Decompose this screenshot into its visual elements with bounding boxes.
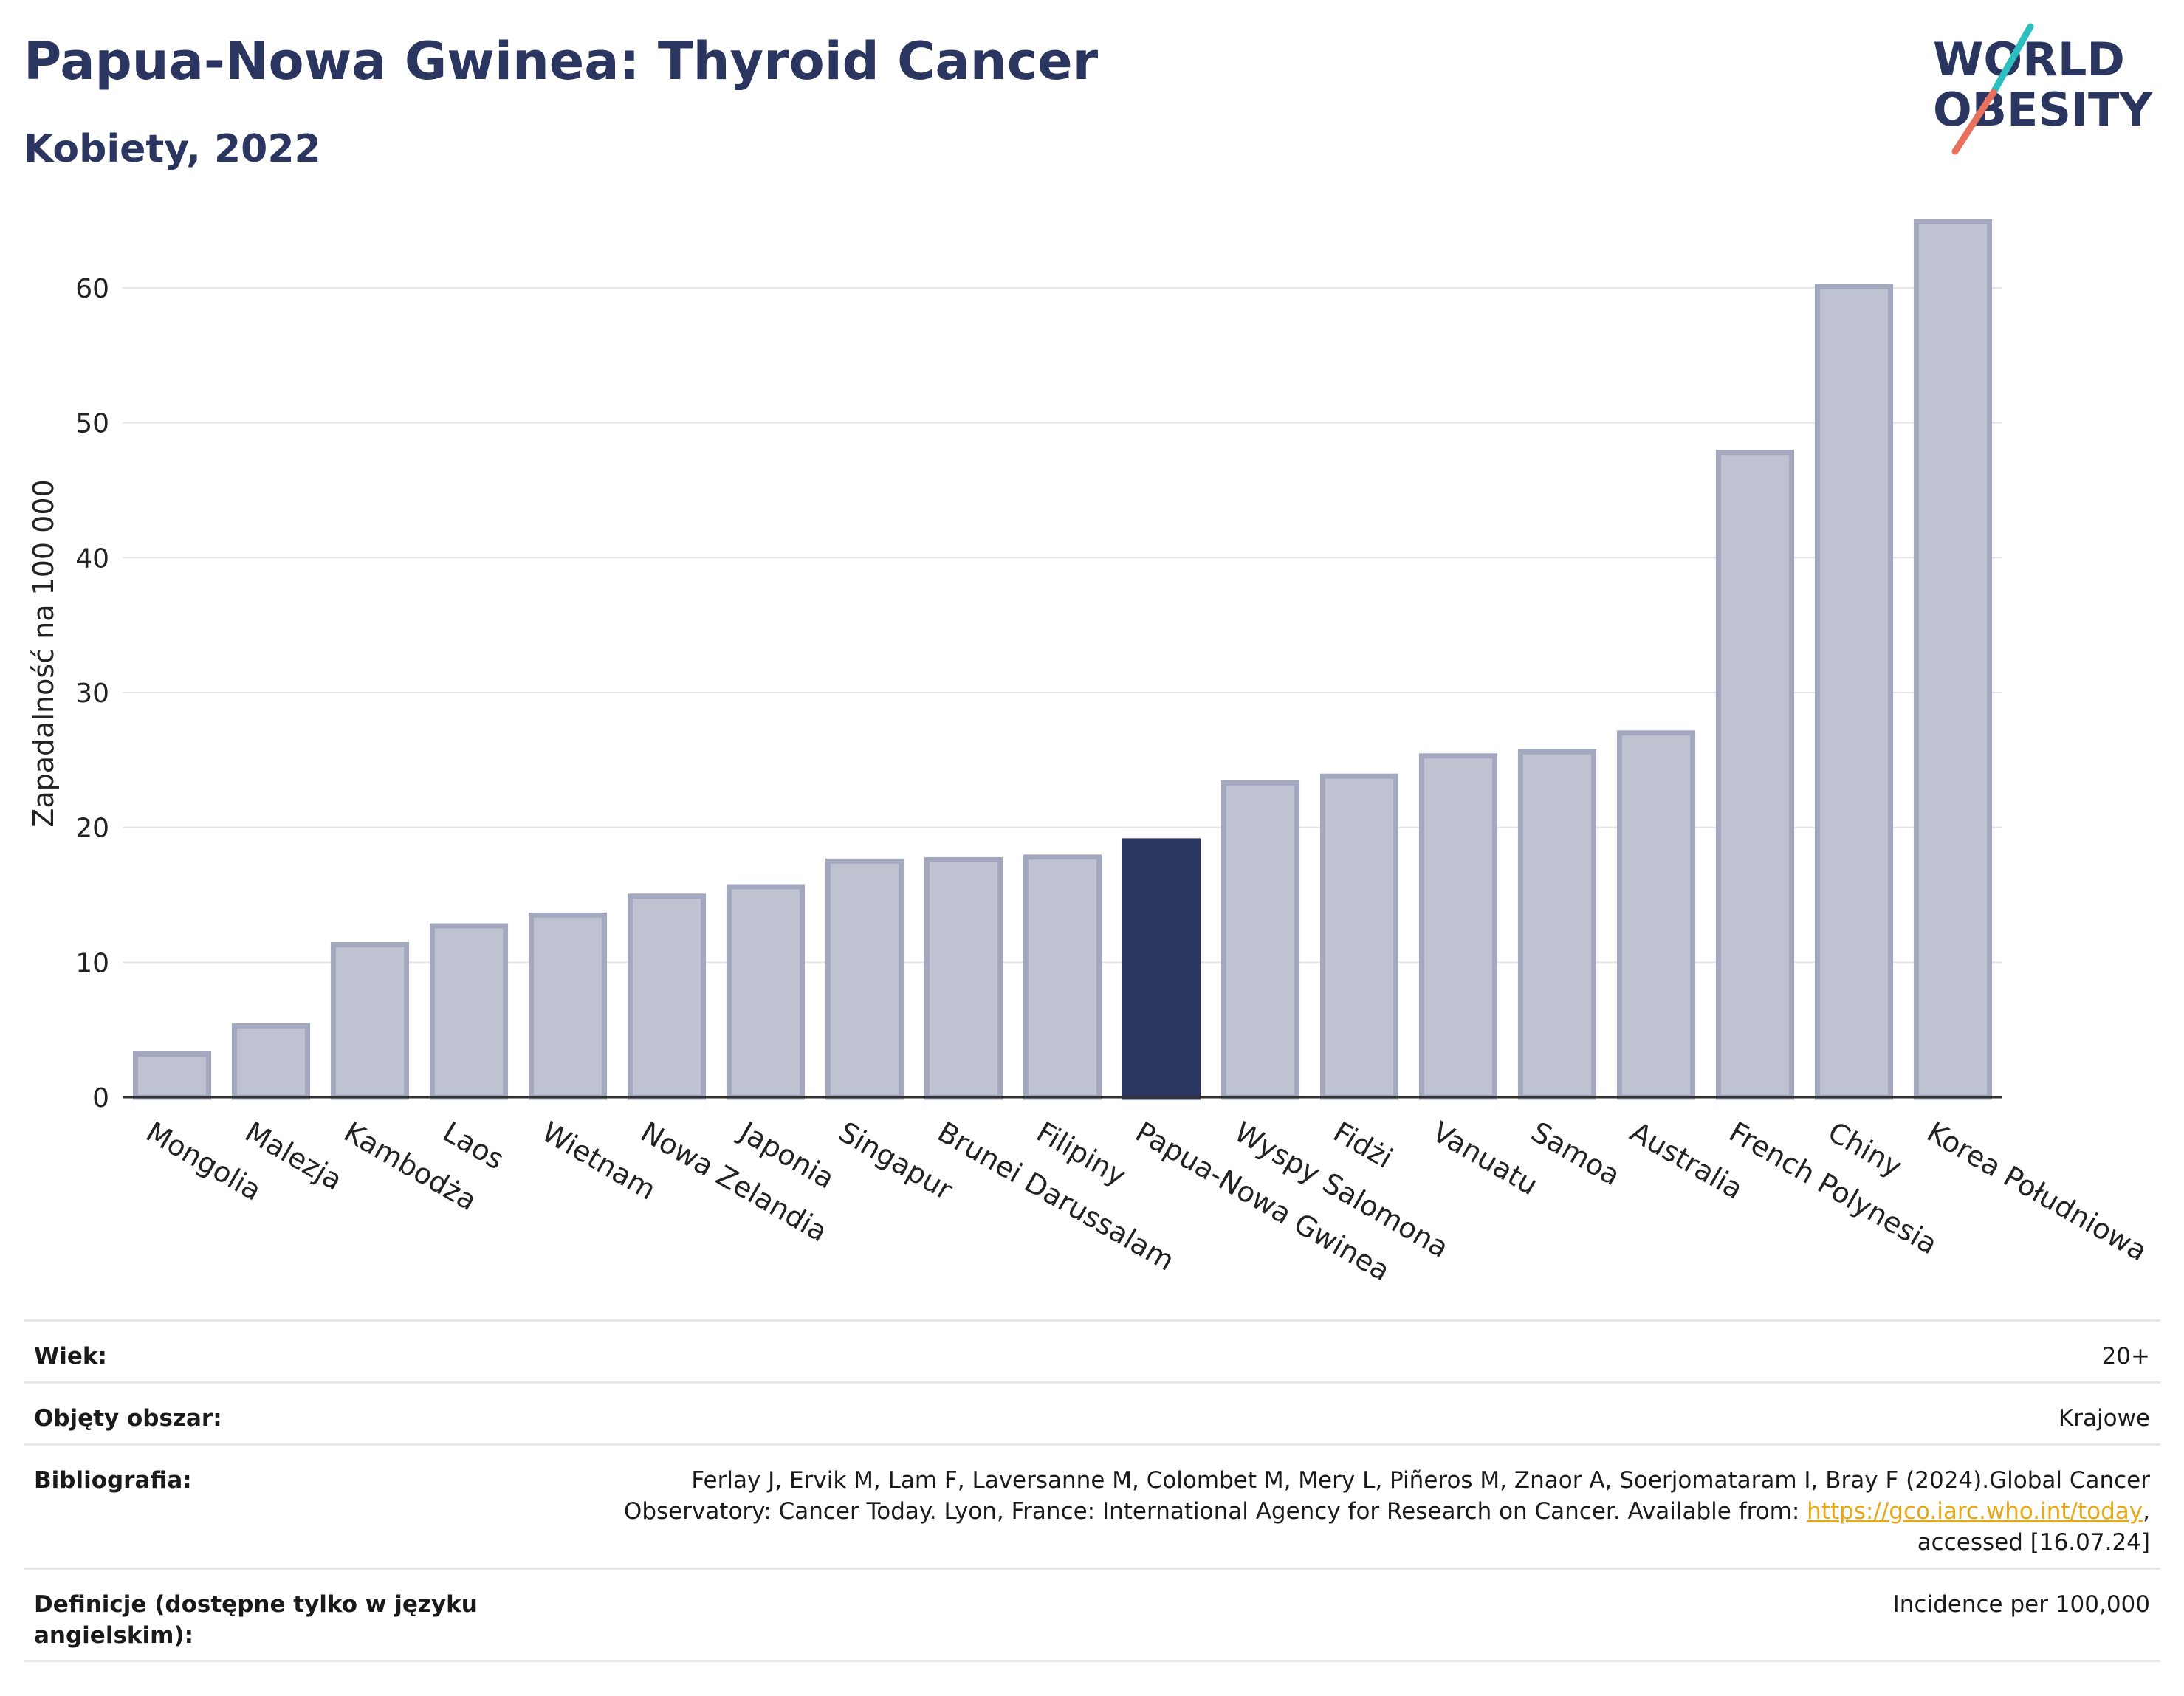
logo-line1: WORLD	[1933, 32, 2125, 86]
bar	[1319, 773, 1399, 1100]
x-tick-label: Australia	[1625, 1116, 1749, 1206]
logo-slash-top	[1990, 23, 2034, 96]
y-axis-title: Zapadalność na 100 000	[27, 479, 60, 827]
info-label: Bibliografia:	[34, 1467, 192, 1494]
bar	[1517, 749, 1597, 1100]
y-tick-label: 30	[75, 679, 109, 709]
x-tick-label: Laos	[438, 1116, 510, 1176]
bar	[1814, 284, 1894, 1100]
bar	[429, 923, 509, 1100]
info-value: Krajowe	[2058, 1405, 2150, 1432]
y-tick-label: 50	[75, 409, 109, 439]
bar	[627, 893, 707, 1100]
bar	[528, 912, 608, 1100]
bar	[726, 884, 806, 1100]
y-tick-label: 0	[92, 1083, 109, 1113]
x-tick-label: Vanuatu	[1427, 1116, 1544, 1201]
info-label: Wiek:	[34, 1343, 107, 1370]
x-tick-label: Singapur	[834, 1116, 959, 1206]
bar	[1715, 450, 1795, 1100]
bar	[1220, 780, 1300, 1100]
info-label: Definicje (dostępne tylko w języku angie…	[34, 1591, 478, 1649]
bar	[1023, 854, 1102, 1100]
info-value: Ferlay J, Ervik M, Lam F, Laversanne M, …	[624, 1465, 2150, 1558]
y-tick-label: 20	[75, 814, 109, 844]
info-row-bibliography: Bibliografia: Ferlay J, Ervik M, Lam F, …	[24, 1443, 2160, 1568]
y-tick-label: 40	[75, 543, 109, 574]
info-row-area: Objęty obszar: Krajowe	[24, 1381, 2160, 1443]
bar-highlighted	[1122, 838, 1201, 1100]
info-label: Objęty obszar:	[34, 1405, 222, 1432]
bibliography-text: ,	[2143, 1498, 2150, 1525]
info-row-definitions: Definicje (dostępne tylko w języku angie…	[24, 1568, 2160, 1662]
bar	[924, 856, 1003, 1100]
y-tick-label: 60	[75, 274, 109, 304]
bibliography-line: accessed [16.07.24]	[1917, 1529, 2150, 1556]
x-tick-label: Wietnam	[537, 1116, 662, 1206]
bar	[132, 1051, 212, 1100]
bar	[1913, 219, 1993, 1100]
page-subtitle: Kobiety, 2022	[24, 127, 321, 171]
info-value: 20+	[2101, 1343, 2150, 1370]
x-tick-label: Samoa	[1526, 1116, 1626, 1192]
bars	[132, 219, 1993, 1100]
logo-slash-bottom	[1951, 89, 1997, 155]
bar	[1418, 753, 1498, 1100]
bar	[330, 942, 410, 1100]
bibliography-line: Observatory: Cancer Today. Lyon, France:…	[624, 1496, 2150, 1527]
page-title: Papua-Nowa Gwinea: Thyroid Cancer	[24, 31, 1099, 92]
bar	[1616, 730, 1696, 1100]
axes: 0 10 20 30 40 50 60	[75, 274, 2002, 1113]
bibliography-text: Observatory: Cancer Today. Lyon, France:…	[623, 1498, 1807, 1525]
bar	[231, 1023, 311, 1100]
world-obesity-logo: WORLD OBESITY	[1933, 23, 2153, 155]
info-row-age: Wiek: 20+	[24, 1319, 2160, 1381]
info-table: Wiek: 20+ Objęty obszar: Krajowe Bibliog…	[24, 1319, 2160, 1662]
x-tick-label: Korea Południowa	[1922, 1116, 2153, 1268]
bibliography-line: Ferlay J, Ervik M, Lam F, Laversanne M, …	[691, 1467, 2150, 1494]
y-tick-label: 10	[75, 948, 109, 978]
bar	[825, 858, 904, 1100]
source-link[interactable]: https://gco.iarc.who.int/today	[1807, 1498, 2143, 1525]
info-value: Incidence per 100,000	[1892, 1591, 2150, 1618]
x-tick-label: Fidżi	[1328, 1116, 1398, 1175]
